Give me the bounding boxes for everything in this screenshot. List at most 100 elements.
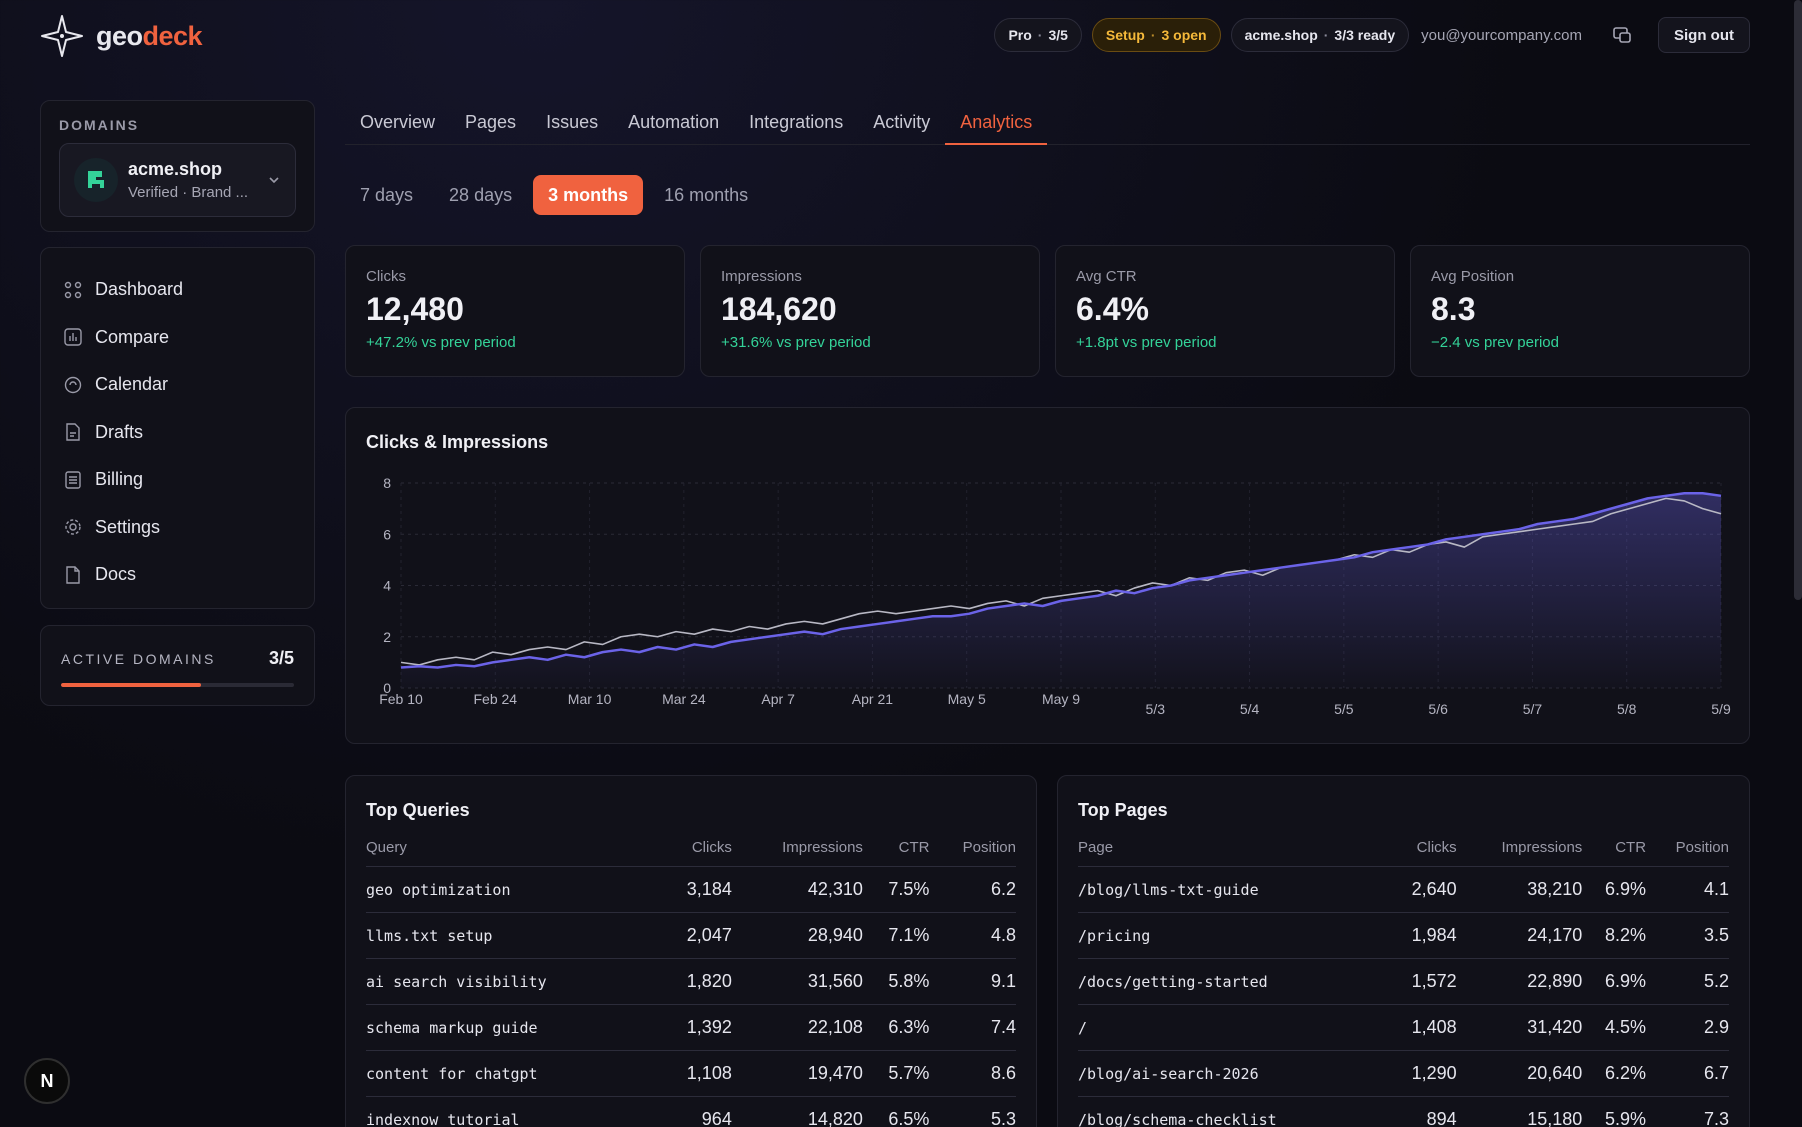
docs-icon [66, 566, 80, 584]
table-row[interactable]: schema markup guide 1,392 22,108 6.3% 7.4 [366, 1004, 1016, 1051]
impressions-cell: 28,940 [731, 912, 863, 959]
sidebar-item-label: Settings [95, 516, 161, 537]
x-tick-label: 5/5 [1334, 701, 1354, 717]
ctr-cell: 4.5% [1582, 1004, 1647, 1051]
impressions-cell: 31,560 [731, 958, 863, 1005]
table-row[interactable]: indexnow tutorial 964 14,820 6.5% 5.3 [366, 1096, 1016, 1127]
table-row[interactable]: /blog/llms-txt-guide 2,640 38,210 6.9% 4.1 [1078, 866, 1729, 913]
active-domains-progress [61, 683, 294, 687]
tab-overview[interactable]: Overview [360, 112, 436, 132]
stat-delta: +31.6% vs prev period [721, 334, 871, 351]
query-cell: schema markup guide [366, 1004, 659, 1051]
ctr-cell: 6.9% [1582, 866, 1647, 913]
column-header[interactable]: Position [929, 839, 1016, 867]
tab-analytics[interactable]: Analytics [945, 100, 1048, 145]
x-tick-label: May 5 [948, 691, 986, 707]
x-tick-label: 5/9 [1711, 701, 1731, 717]
x-tick-label: Feb 24 [473, 691, 517, 707]
domain-selector[interactable]: acme.shop Verified · Brand ... [59, 143, 296, 217]
date-range-selector: 7 days 28 days 3 months 16 months [345, 175, 763, 215]
range-3-months[interactable]: 3 months [533, 175, 644, 215]
sidebar-item-compare[interactable]: Compare [63, 314, 292, 362]
column-header[interactable]: Impressions [731, 839, 863, 867]
clicks-cell: 1,572 [1386, 958, 1457, 1005]
separator-dot: · [1037, 27, 1043, 43]
sign-out-button[interactable]: Sign out [1658, 17, 1750, 53]
active-domains-panel: ACTIVE DOMAINS 3/5 [40, 625, 315, 706]
sidebar-item-label: Drafts [95, 421, 144, 442]
y-tick-label: 8 [383, 475, 391, 491]
range-16-months[interactable]: 16 months [664, 184, 749, 205]
table-row[interactable]: /blog/schema-checklist 894 15,180 5.9% 7.3 [1078, 1096, 1729, 1127]
feedback-icon[interactable] [1604, 17, 1640, 53]
page-cell: / [1078, 1004, 1387, 1051]
range-28-days[interactable]: 28 days [449, 184, 513, 205]
stat-card-avg-ctr: Avg CTR 6.4% +1.8pt vs prev period [1055, 245, 1395, 377]
query-cell: indexnow tutorial [366, 1096, 659, 1127]
column-header[interactable]: Position [1646, 839, 1729, 867]
ctr-cell: 5.7% [862, 1050, 930, 1097]
table-row[interactable]: content for chatgpt 1,108 19,470 5.7% 8.6 [366, 1050, 1016, 1097]
page-cell: /blog/ai-search-2026 [1078, 1050, 1387, 1097]
table-row[interactable]: llms.txt setup 2,047 28,940 7.1% 4.8 [366, 912, 1016, 959]
dev-badge[interactable]: N [24, 1058, 70, 1104]
impressions-cell: 15,180 [1456, 1096, 1583, 1127]
domain-status-pill[interactable]: acme.shop · 3/3 ready [1230, 18, 1410, 52]
sidebar-item-dashboard[interactable]: Dashboard [63, 266, 292, 314]
plan-usage: 3/5 [1048, 27, 1068, 43]
column-header[interactable]: CTR [862, 839, 930, 867]
ctr-cell: 7.1% [862, 912, 930, 959]
chevron-down-icon [269, 177, 279, 184]
ctr-cell: 5.9% [1582, 1096, 1647, 1127]
stat-label: Clicks [366, 268, 406, 285]
tab-automation[interactable]: Automation [628, 112, 720, 132]
table-row[interactable]: /blog/ai-search-2026 1,290 20,640 6.2% 6.7 [1078, 1050, 1729, 1097]
table-row[interactable]: /docs/getting-started 1,572 22,890 6.9% 5.2 [1078, 958, 1729, 1005]
main-tabs: Overview Pages Issues Automation Integra… [345, 100, 1750, 145]
position-cell: 6.7 [1646, 1050, 1729, 1097]
billing-icon [65, 471, 81, 489]
column-header[interactable]: Impressions [1456, 839, 1583, 867]
table-row[interactable]: ai search visibility 1,820 31,560 5.8% 9.1 [366, 958, 1016, 1005]
dashboard-icon [64, 281, 82, 298]
position-cell: 9.1 [929, 958, 1016, 1005]
table-row[interactable]: geo optimization 3,184 42,310 7.5% 6.2 [366, 866, 1016, 913]
sidebar-item-label: Compare [95, 326, 170, 347]
clicks-cell: 1,392 [658, 1004, 732, 1051]
tab-pages[interactable]: Pages [465, 112, 517, 132]
series-line-secondary [400, 497, 1722, 666]
tab-activity[interactable]: Activity [873, 112, 931, 132]
page-scrollbar[interactable] [1794, 0, 1802, 600]
clicks-impressions-chart-panel: 0 2 4 6 8 Feb 10 Feb 24 Mar 10 Mar 24 Apr 7 Apr 21… [345, 407, 1750, 744]
setup-pill[interactable]: Setup · 3 open [1091, 18, 1221, 52]
table-row[interactable]: /pricing 1,984 24,170 8.2% 3.5 [1078, 912, 1729, 959]
impressions-cell: 19,470 [731, 1050, 863, 1097]
column-header[interactable]: Clicks [658, 839, 732, 867]
sidebar-item-drafts[interactable]: Drafts [63, 409, 292, 457]
sidebar-item-billing[interactable]: Billing [63, 456, 292, 504]
logo[interactable]: geodeck [40, 14, 203, 58]
column-header[interactable]: Query [366, 839, 659, 867]
top-bar: geodeck Pro · 3/5 Setup · 3 open acme.sh… [0, 0, 1802, 70]
x-tick-label: 5/6 [1428, 701, 1448, 717]
ctr-cell: 6.9% [1582, 958, 1647, 1005]
tab-integrations[interactable]: Integrations [749, 112, 844, 132]
tab-issues[interactable]: Issues [546, 112, 599, 132]
table-row[interactable]: /1,408 31,420 4.5% 2.9 [1078, 1004, 1729, 1051]
sidebar-item-calendar[interactable]: Calendar [63, 361, 292, 409]
setup-label: Setup [1105, 27, 1145, 43]
column-header[interactable]: Page [1078, 839, 1387, 867]
range-7-days[interactable]: 7 days [360, 184, 414, 205]
stat-label: Impressions [721, 268, 802, 285]
stat-label: Avg Position [1431, 268, 1515, 285]
sidebar-item-docs[interactable]: Docs [63, 551, 292, 599]
logo-text-geo: geo [96, 20, 143, 51]
column-header[interactable]: CTR [1582, 839, 1647, 867]
sidebar-item-label: Dashboard [95, 279, 184, 300]
active-domains-count: 3/5 [268, 648, 294, 668]
column-header[interactable]: Clicks [1386, 839, 1457, 867]
plan-pill[interactable]: Pro · 3/5 [994, 18, 1082, 52]
impressions-cell: 22,890 [1456, 958, 1583, 1005]
sidebar-item-settings[interactable]: Settings [63, 504, 292, 552]
position-cell: 8.6 [929, 1050, 1016, 1097]
